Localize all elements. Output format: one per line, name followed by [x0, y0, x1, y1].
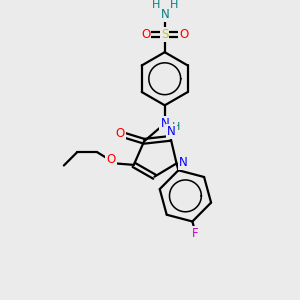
Text: O: O — [106, 153, 116, 167]
Text: O: O — [141, 28, 150, 41]
Text: H: H — [169, 0, 178, 10]
Text: N: N — [160, 117, 169, 130]
Text: O: O — [179, 28, 189, 41]
Text: H: H — [152, 0, 160, 10]
Text: N: N — [179, 156, 188, 169]
Text: O: O — [116, 127, 125, 140]
Text: F: F — [192, 226, 199, 239]
Text: N: N — [167, 125, 176, 138]
Text: H: H — [172, 122, 181, 131]
Text: N: N — [160, 8, 169, 21]
Text: S: S — [161, 28, 168, 41]
